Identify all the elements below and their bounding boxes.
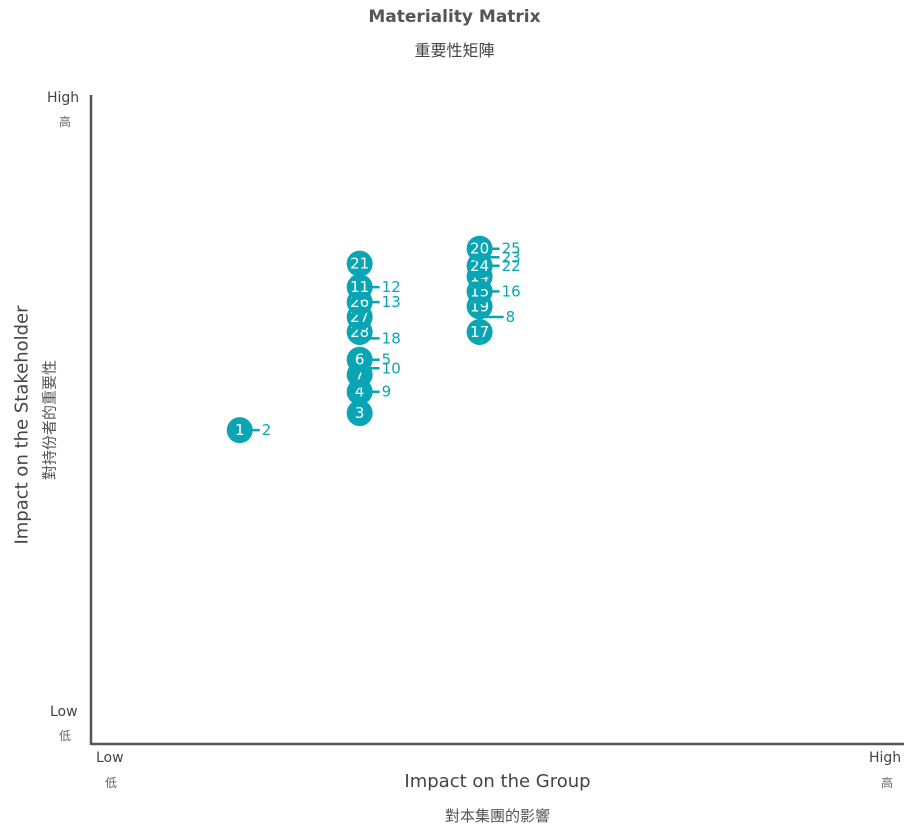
x-tick-low: Low — [96, 750, 124, 766]
x-tick-high: High — [869, 750, 902, 766]
point-marker-21 — [346, 250, 373, 277]
point-number-7: 7 — [355, 366, 365, 384]
point-marker-1 — [226, 417, 253, 444]
point-number-4: 4 — [355, 383, 365, 401]
point-label-22: 22 — [502, 257, 521, 275]
y-axis-label: Impact on the Stakeholder — [11, 305, 33, 545]
point-marker-6 — [346, 346, 373, 373]
point-label-2: 2 — [262, 421, 272, 439]
point-label-8: 8 — [506, 308, 516, 326]
point-label-18: 18 — [382, 329, 401, 347]
y-tick-low: Low — [50, 704, 78, 720]
point-label-5: 5 — [382, 351, 392, 369]
point-label-25: 25 — [502, 240, 521, 258]
point-marker-20 — [466, 235, 493, 262]
point-number-6: 6 — [355, 351, 365, 369]
x-tick-low-secondary: 低 — [105, 776, 118, 790]
y-tick-low-secondary: 低 — [59, 729, 72, 743]
chart-title: Materiality Matrix — [368, 7, 541, 27]
point-number-3: 3 — [355, 404, 365, 422]
point-label-13: 13 — [382, 293, 401, 311]
chart-subtitle: 重要性矩陣 — [414, 41, 495, 60]
point-number-21: 21 — [350, 255, 369, 273]
x-axis-label-secondary: 對本集團的影響 — [444, 807, 550, 825]
point-number-17: 17 — [470, 323, 489, 341]
y-tick-high-secondary: 高 — [59, 115, 72, 129]
point-label-10: 10 — [382, 359, 401, 377]
point-marker-3 — [346, 400, 373, 427]
point-marker-17 — [466, 318, 493, 345]
point-label-9: 9 — [382, 383, 392, 401]
point-number-24: 24 — [470, 257, 489, 275]
point-number-1: 1 — [235, 421, 245, 439]
point-marker-11 — [346, 274, 373, 301]
point-label-12: 12 — [382, 278, 401, 296]
point-number-20: 20 — [470, 240, 489, 258]
point-label-16: 16 — [502, 282, 521, 300]
point-number-11: 11 — [350, 278, 369, 296]
y-axis-label-secondary: 對持份者的重要性 — [40, 359, 59, 481]
x-axis-label: Impact on the Group — [404, 771, 591, 792]
y-tick-high: High — [47, 90, 80, 106]
point-label-23: 23 — [502, 248, 521, 266]
x-tick-high-secondary: 高 — [881, 776, 894, 790]
